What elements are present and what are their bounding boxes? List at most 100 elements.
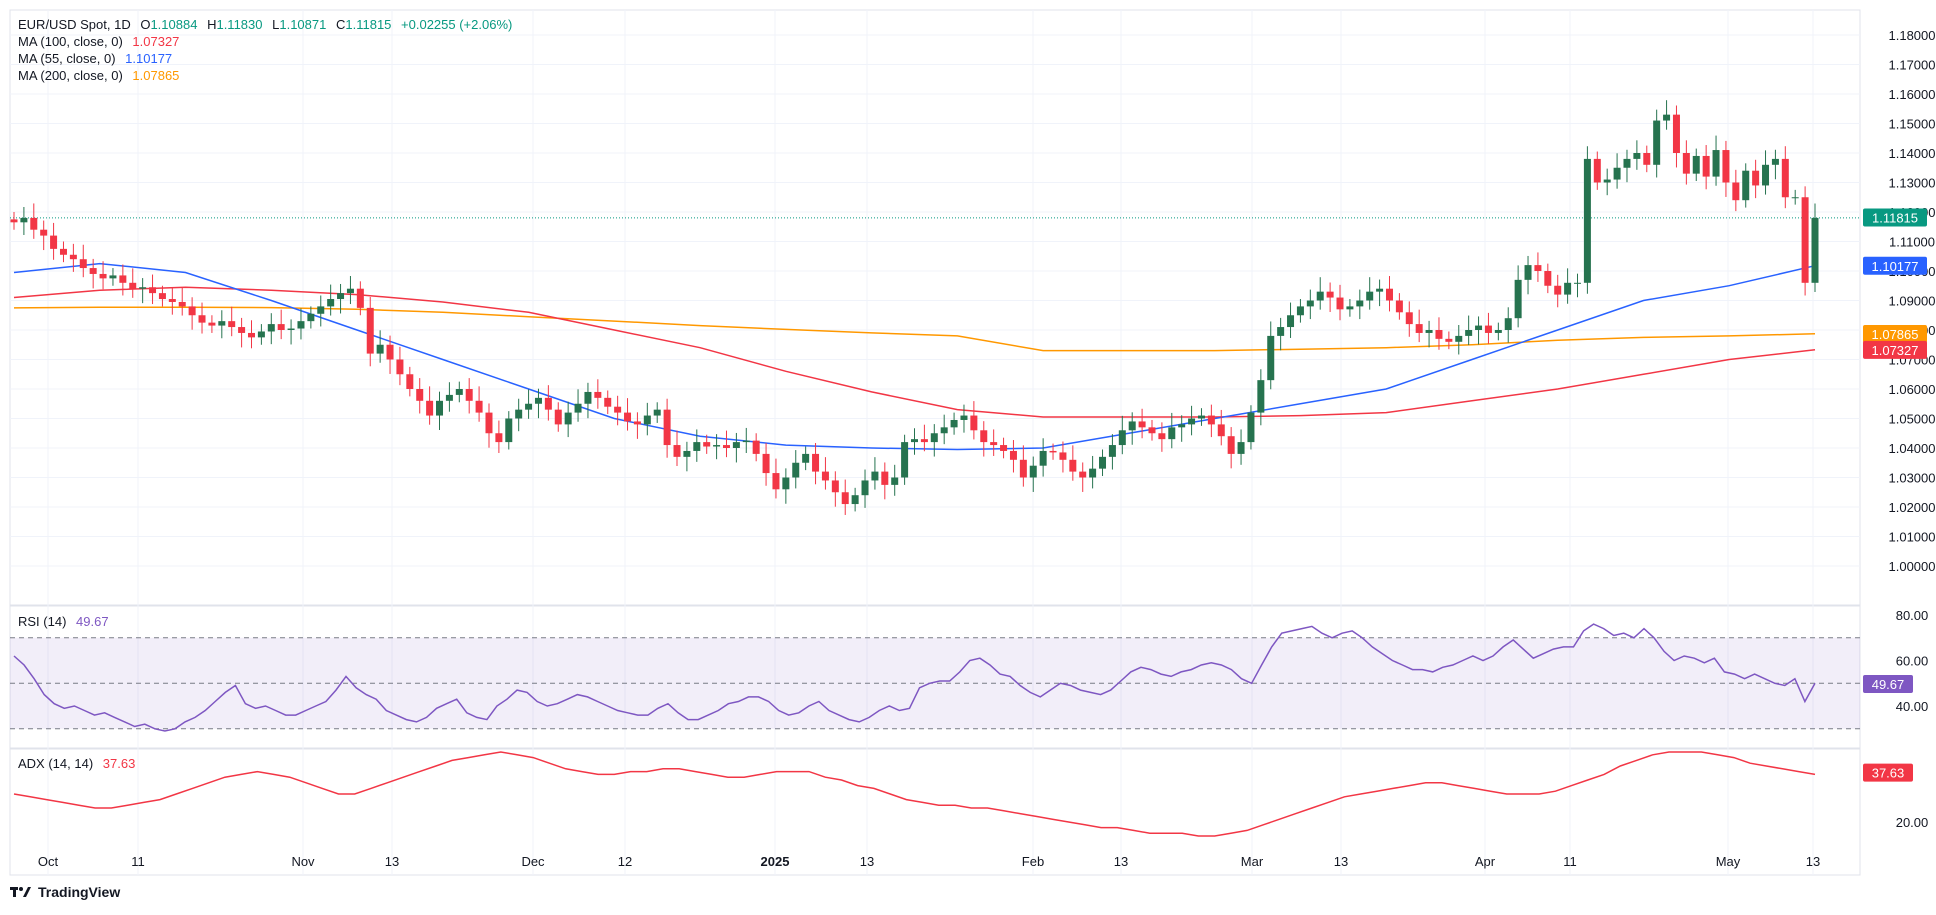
candle-body — [1405, 312, 1413, 325]
ma100-value: 1.07327 — [132, 34, 180, 49]
candle-body — [139, 287, 147, 289]
candle-body — [198, 315, 206, 323]
candle-body — [99, 273, 107, 279]
price-tick-label: 1.11000 — [1889, 235, 1935, 250]
price-label-box — [1863, 256, 1927, 275]
candle-body — [238, 327, 246, 333]
candle-body — [792, 462, 800, 478]
candle-body — [1643, 153, 1651, 165]
price-label-text: 1.07327 — [1872, 343, 1919, 358]
candle-body — [831, 480, 839, 493]
candle-body — [1089, 468, 1097, 478]
candle-body — [188, 306, 196, 316]
candle-body — [406, 374, 414, 389]
candle-body — [267, 324, 275, 332]
ma55-label: MA (55, close, 0) — [18, 51, 116, 66]
legend-rsi-row: RSI (14) 49.67 — [18, 614, 115, 629]
candle-body — [277, 324, 285, 330]
candle-body — [742, 440, 750, 443]
candle-body — [574, 403, 582, 413]
candle-body — [1663, 114, 1671, 121]
legend-ma55-row: MA (55, close, 0) 1.10177 — [18, 51, 178, 66]
brand-name: TradingView — [38, 884, 121, 900]
candle-body — [732, 442, 740, 448]
candle-body — [1306, 300, 1314, 307]
legend-ma100-row: MA (100, close, 0) 1.07327 — [18, 34, 185, 49]
candle-body — [50, 235, 58, 249]
candle-body — [228, 321, 236, 328]
candle-body — [871, 471, 879, 481]
price-tick-label: 1.14000 — [1889, 146, 1936, 161]
price-tick-label: 1.16000 — [1889, 87, 1936, 102]
candle-body — [1099, 456, 1107, 469]
candle-body — [1811, 217, 1819, 283]
adx-value-box — [1863, 763, 1913, 782]
candle-body — [1722, 150, 1730, 183]
candle-body — [1039, 450, 1047, 466]
legend-symbol-row: EUR/USD Spot, 1D O1.10884 H1.11830 L1.10… — [18, 17, 518, 32]
candle-body — [1583, 158, 1591, 283]
candle-body — [1742, 170, 1750, 201]
adx-value: 37.63 — [102, 756, 136, 771]
open-value: 1.10884 — [150, 17, 198, 32]
price-tick-label: 1.00000 — [1889, 559, 1936, 574]
candle-body — [356, 288, 364, 308]
candle-body — [772, 473, 780, 490]
candle-body — [396, 359, 404, 375]
candle-body — [1118, 430, 1126, 446]
candle-body — [1287, 315, 1295, 328]
candle-body — [1395, 300, 1403, 313]
x-tick-label: 13 — [1334, 854, 1348, 869]
candle-body — [1445, 338, 1453, 342]
low-value: 1.10871 — [279, 17, 327, 32]
x-tick-label: Apr — [1475, 854, 1496, 869]
candle-body — [10, 219, 18, 223]
price-tick-label: 1.01000 — [1889, 530, 1936, 545]
candle-body — [327, 299, 335, 307]
x-tick-label: 12 — [618, 854, 632, 869]
x-tick-label: Mar — [1241, 854, 1264, 869]
candle-body — [1692, 155, 1700, 174]
candle-body — [1484, 325, 1492, 333]
candle-body — [534, 397, 542, 404]
price-tick-label: 1.03000 — [1889, 471, 1936, 486]
candle-body — [554, 409, 562, 425]
candle-body — [920, 439, 928, 443]
candle-body — [1682, 153, 1690, 174]
candle-body — [782, 477, 790, 490]
rsi-tick-label: 80.00 — [1896, 608, 1929, 623]
candle-body — [1524, 265, 1532, 280]
price-label-text: 1.11815 — [1872, 210, 1918, 225]
candle-body — [1207, 415, 1215, 425]
candle-body — [633, 421, 641, 425]
candle-body — [1791, 197, 1799, 199]
candle-body — [1296, 306, 1304, 316]
candle-body — [386, 344, 394, 360]
tradingview-logo[interactable]: TradingView — [10, 884, 120, 900]
candle-body — [544, 397, 552, 410]
x-tick-label: Oct — [38, 854, 59, 869]
candle-body — [416, 389, 424, 401]
price-label-text: 1.07865 — [1872, 327, 1919, 342]
candle-body — [564, 412, 572, 425]
change-value: +0.02255 (+2.06%) — [401, 17, 513, 32]
x-tick-label: Dec — [521, 854, 545, 869]
ma200-value: 1.07865 — [132, 68, 180, 83]
ma55-value: 1.10177 — [125, 51, 173, 66]
legend-adx-row: ADX (14, 14) 37.63 — [18, 756, 141, 771]
adx-value-text: 37.63 — [1872, 766, 1905, 781]
candle-body — [247, 332, 255, 338]
candle-body — [366, 307, 374, 354]
candle-body — [901, 442, 909, 478]
candle-body — [59, 248, 67, 255]
candle-body — [1762, 164, 1770, 186]
candle-body — [119, 275, 127, 283]
candle-body — [287, 328, 295, 330]
candle-body — [594, 391, 602, 398]
candle-body — [455, 389, 463, 395]
candle-body — [297, 321, 305, 329]
candle-body — [1613, 167, 1621, 180]
candle-body — [1178, 424, 1186, 428]
